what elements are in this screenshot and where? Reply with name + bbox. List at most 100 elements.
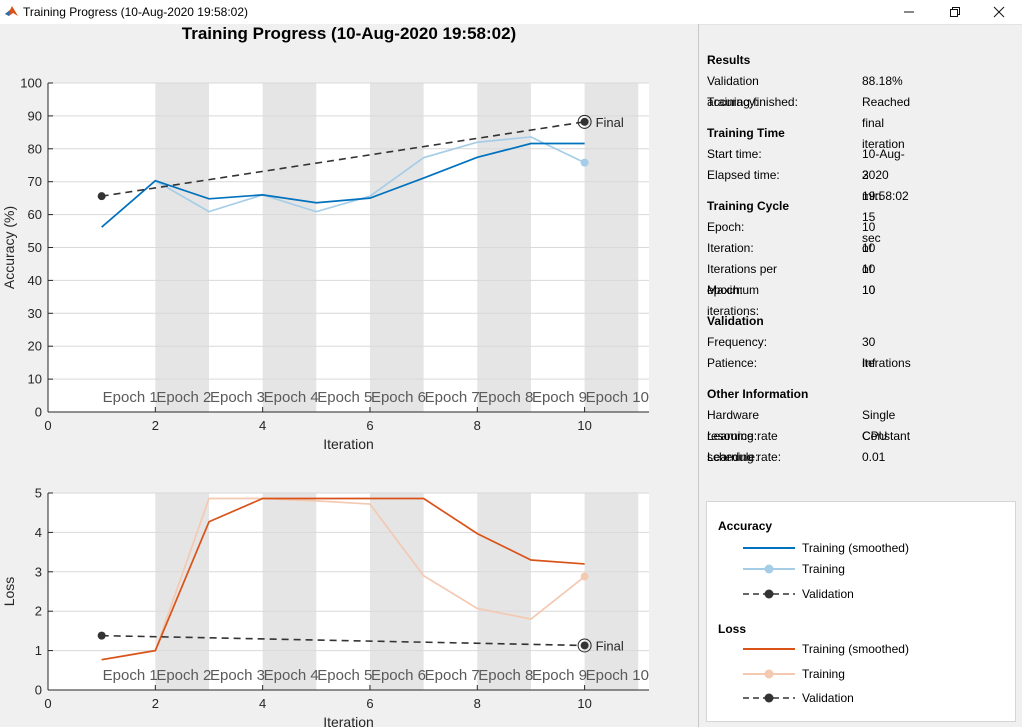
y-tick-label: 100 xyxy=(20,76,42,91)
info-panel: Results Validation accuracy: 88.18% Train… xyxy=(699,24,1022,727)
iterations-per-epoch-value: 1 xyxy=(862,262,869,276)
loss-training-line xyxy=(101,497,586,661)
epoch-value: 10 of 10 xyxy=(862,220,876,276)
epoch-label: Epoch 6 xyxy=(371,667,426,684)
x-tick-label: 0 xyxy=(44,418,51,433)
epoch-label: Epoch 9 xyxy=(532,389,587,406)
epoch-label: Epoch 3 xyxy=(210,389,265,406)
training-finished-value: Reached final iteration xyxy=(862,95,911,151)
legend-loss-heading: Loss xyxy=(718,622,747,636)
epoch-label: Epoch 1 xyxy=(103,667,158,684)
epoch-label: Epoch 7 xyxy=(425,667,480,684)
y-tick-label: 80 xyxy=(28,141,42,156)
epoch-label: Epoch 10 xyxy=(586,389,649,406)
y-tick-label: 50 xyxy=(28,240,42,255)
minimize-button[interactable] xyxy=(886,0,932,24)
maximize-button[interactable] xyxy=(932,0,978,24)
accuracy-training-smoothed-line xyxy=(101,142,585,228)
info-label: Patience: xyxy=(707,356,758,370)
x-tick-label: 6 xyxy=(366,418,373,433)
y-tick-label: 5 xyxy=(35,486,42,501)
frequency-value: 30 iterations xyxy=(862,335,911,370)
info-label: Frequency: xyxy=(707,335,768,349)
matlab-icon xyxy=(5,6,18,16)
info-row: Epoch: 10 of 10 xyxy=(707,217,875,276)
legend-acc-smoothed: Training (smoothed) xyxy=(802,541,909,555)
loss-y-axis-label: Loss xyxy=(1,577,17,607)
legend-acc-validation-symbol xyxy=(743,589,795,599)
info-row: Start time: 10-Aug-2020 19:58:02 xyxy=(707,144,909,203)
hardware-value: Single CPU xyxy=(862,408,896,443)
x-tick-label: 2 xyxy=(152,696,159,711)
info-label: Learning rate schedule: xyxy=(707,429,778,464)
y-tick-label: 1 xyxy=(35,643,42,658)
info-row: Frequency: 30 iterations xyxy=(707,332,911,370)
elapsed-time-value: 3 min 15 sec xyxy=(862,168,882,245)
minimize-icon xyxy=(904,11,914,13)
y-tick-label: 40 xyxy=(28,273,42,288)
info-label: Learning rate: xyxy=(707,450,782,464)
info-label: Elapsed time: xyxy=(707,168,780,182)
y-tick-label: 4 xyxy=(35,525,42,540)
epoch-band xyxy=(584,493,639,690)
info-row: Elapsed time: 3 min 15 sec xyxy=(707,165,881,245)
validation-heading: Validation xyxy=(707,314,764,328)
x-tick-label: 8 xyxy=(474,418,481,433)
y-tick-label: 2 xyxy=(35,604,42,619)
epoch-label: Epoch 2 xyxy=(156,389,211,406)
info-label: Iterations per epoch: xyxy=(707,262,778,297)
accuracy-final-point xyxy=(580,117,589,126)
accuracy-training-line xyxy=(101,136,585,228)
legend-loss-smoothed: Training (smoothed) xyxy=(802,642,909,656)
info-row: Iteration: 10 of 10 xyxy=(707,238,875,297)
x-tick-label: 0 xyxy=(44,696,51,711)
info-row: Patience: Inf xyxy=(707,353,875,374)
info-row: Hardware resource: Single CPU xyxy=(707,405,895,443)
results-heading: Results xyxy=(707,53,751,67)
legend-acc-training: Training xyxy=(802,562,845,576)
accuracy-x-axis-label: Iteration xyxy=(323,436,374,452)
x-tick-label: 4 xyxy=(259,696,266,711)
accuracy-validation-line xyxy=(101,121,585,197)
learning-rate-value: 0.01 xyxy=(862,450,886,464)
training-cycle-heading: Training Cycle xyxy=(707,199,790,213)
info-label: Iteration: xyxy=(707,241,754,255)
info-row: Learning rate: 0.01 xyxy=(707,447,885,468)
legend-loss-validation-symbol xyxy=(743,693,795,703)
loss-training-end-point xyxy=(580,572,589,581)
x-tick-label: 6 xyxy=(366,696,373,711)
x-tick-label: 8 xyxy=(474,696,481,711)
x-tick-label: 4 xyxy=(259,418,266,433)
close-button[interactable] xyxy=(976,0,1022,24)
info-label: Validation accuracy: xyxy=(707,74,759,109)
legend-loss-training: Training xyxy=(802,667,845,681)
patience-value: Inf xyxy=(862,356,876,370)
legend-acc-validation: Validation xyxy=(802,587,854,601)
legend-loss-training-symbol xyxy=(743,669,795,679)
accuracy-final-label: Final xyxy=(596,115,624,130)
epoch-label: Epoch 4 xyxy=(264,389,319,406)
lr-schedule-value: Constant xyxy=(862,429,911,443)
epoch-band xyxy=(369,493,424,690)
loss-final-label: Final xyxy=(596,638,624,653)
window-title: Training Progress (10-Aug-2020 19:58:02) xyxy=(23,5,249,19)
iteration-value: 10 of 10 xyxy=(862,241,876,297)
epoch-label: Epoch 8 xyxy=(478,667,533,684)
chart-title: Training Progress (10-Aug-2020 19:58:02) xyxy=(181,24,517,43)
epoch-band xyxy=(477,493,531,690)
panel-divider[interactable] xyxy=(698,24,699,727)
epoch-label: Epoch 5 xyxy=(317,389,372,406)
epoch-label: Epoch 1 xyxy=(103,389,158,406)
epoch-label: Epoch 7 xyxy=(425,389,480,406)
info-row: Validation accuracy: 88.18% xyxy=(707,71,903,109)
accuracy-y-axis-label: Accuracy (%) xyxy=(1,206,17,289)
y-tick-label: 30 xyxy=(28,306,42,321)
loss-validation-line xyxy=(101,634,585,647)
validation-accuracy-value: 88.18% xyxy=(862,74,903,88)
accuracy-validation-point xyxy=(97,192,106,201)
y-tick-label: 70 xyxy=(28,174,42,189)
legend-acc-training-symbol xyxy=(743,564,795,574)
training-time-heading: Training Time xyxy=(707,126,785,140)
